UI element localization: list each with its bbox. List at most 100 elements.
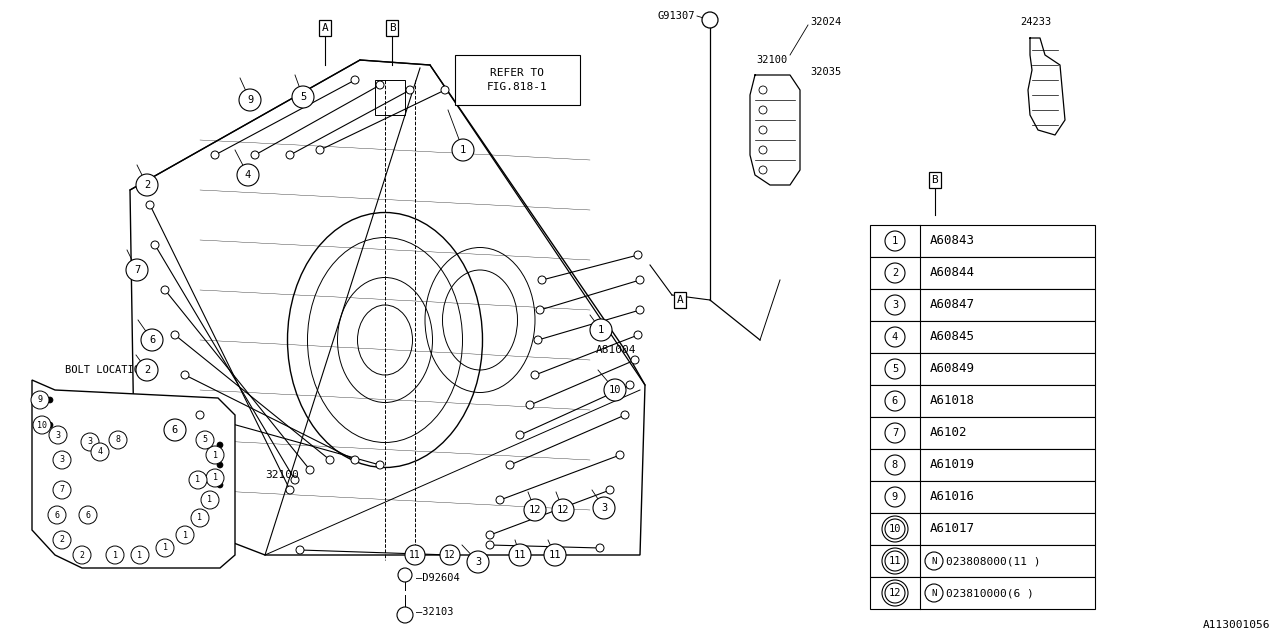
- Circle shape: [131, 546, 148, 564]
- Text: —D92604: —D92604: [416, 573, 460, 583]
- Text: 6: 6: [86, 511, 91, 520]
- Text: 9: 9: [37, 396, 42, 404]
- Circle shape: [524, 499, 547, 521]
- Circle shape: [552, 499, 573, 521]
- Bar: [870, 513, 1094, 545]
- Bar: [870, 225, 1094, 257]
- Text: 2: 2: [59, 536, 64, 545]
- Circle shape: [604, 379, 626, 401]
- Text: A61017: A61017: [931, 522, 975, 536]
- Circle shape: [884, 487, 905, 507]
- Circle shape: [759, 106, 767, 114]
- Circle shape: [884, 263, 905, 283]
- Text: REFER TO
FIG.818-1: REFER TO FIG.818-1: [486, 68, 548, 92]
- Text: 7: 7: [892, 428, 899, 438]
- Circle shape: [925, 584, 943, 602]
- Circle shape: [73, 546, 91, 564]
- Text: N: N: [932, 557, 937, 566]
- Circle shape: [136, 359, 157, 381]
- Circle shape: [49, 426, 67, 444]
- Bar: [870, 321, 1094, 353]
- Circle shape: [81, 433, 99, 451]
- Circle shape: [884, 231, 905, 251]
- Text: 1: 1: [183, 531, 187, 540]
- Circle shape: [326, 456, 334, 464]
- Text: 4: 4: [97, 447, 102, 456]
- Text: 11: 11: [410, 550, 421, 560]
- Circle shape: [141, 329, 163, 351]
- Circle shape: [593, 497, 614, 519]
- Circle shape: [177, 526, 195, 544]
- Text: B: B: [389, 23, 396, 33]
- Circle shape: [156, 539, 174, 557]
- Circle shape: [218, 462, 223, 468]
- Text: 1: 1: [197, 513, 202, 522]
- Circle shape: [296, 546, 305, 554]
- Circle shape: [506, 461, 515, 469]
- Circle shape: [884, 583, 905, 603]
- Circle shape: [206, 446, 224, 464]
- Circle shape: [636, 306, 644, 314]
- Circle shape: [351, 76, 358, 84]
- Circle shape: [47, 397, 52, 403]
- Circle shape: [49, 506, 67, 524]
- Circle shape: [884, 359, 905, 379]
- Text: 2: 2: [143, 365, 150, 375]
- Text: 1: 1: [113, 550, 118, 559]
- Circle shape: [516, 431, 524, 439]
- Circle shape: [884, 295, 905, 315]
- Text: 1: 1: [892, 236, 899, 246]
- Text: 5: 5: [300, 92, 306, 102]
- Text: —32103: —32103: [416, 607, 453, 617]
- Text: 3: 3: [87, 438, 92, 447]
- Circle shape: [201, 491, 219, 509]
- Text: 1: 1: [212, 451, 218, 460]
- Circle shape: [497, 496, 504, 504]
- Circle shape: [884, 327, 905, 347]
- Text: 7: 7: [59, 486, 64, 495]
- Bar: [454, 55, 580, 105]
- Circle shape: [590, 319, 612, 341]
- Text: 10: 10: [37, 420, 47, 429]
- Text: 2: 2: [143, 180, 150, 190]
- Text: 1: 1: [137, 550, 142, 559]
- Circle shape: [316, 146, 324, 154]
- Text: A6102: A6102: [931, 426, 968, 440]
- Circle shape: [884, 551, 905, 571]
- Circle shape: [925, 552, 943, 570]
- Polygon shape: [32, 380, 236, 568]
- Circle shape: [701, 12, 718, 28]
- Bar: [375, 80, 404, 115]
- Circle shape: [151, 241, 159, 249]
- Circle shape: [47, 422, 52, 428]
- Circle shape: [759, 146, 767, 154]
- Circle shape: [398, 568, 412, 582]
- Text: 023808000(11 ): 023808000(11 ): [946, 556, 1041, 566]
- Circle shape: [759, 166, 767, 174]
- Text: 5: 5: [892, 364, 899, 374]
- Circle shape: [164, 419, 186, 441]
- Circle shape: [291, 476, 300, 484]
- Circle shape: [442, 86, 449, 94]
- Text: A: A: [677, 295, 684, 305]
- Circle shape: [351, 456, 358, 464]
- Text: 5: 5: [202, 435, 207, 445]
- Circle shape: [406, 86, 413, 94]
- Text: 11: 11: [549, 550, 561, 560]
- Circle shape: [376, 81, 384, 89]
- Text: 6: 6: [148, 335, 155, 345]
- Circle shape: [440, 545, 460, 565]
- Circle shape: [404, 545, 425, 565]
- Circle shape: [196, 411, 204, 419]
- Text: 6: 6: [892, 396, 899, 406]
- Circle shape: [125, 259, 148, 281]
- Circle shape: [626, 381, 634, 389]
- Circle shape: [509, 544, 531, 566]
- Circle shape: [536, 306, 544, 314]
- Bar: [870, 577, 1094, 609]
- Bar: [870, 417, 1094, 449]
- Text: 11: 11: [513, 550, 526, 560]
- Circle shape: [526, 401, 534, 409]
- Text: 32035: 32035: [810, 67, 841, 77]
- Circle shape: [544, 544, 566, 566]
